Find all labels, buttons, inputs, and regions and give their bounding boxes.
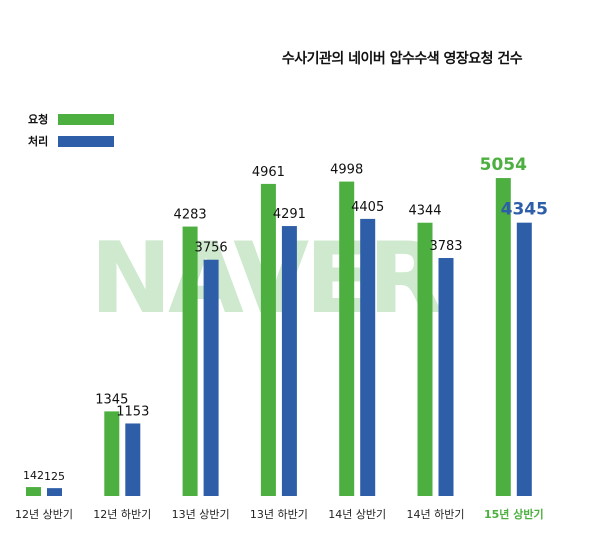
data-label-processed-2: 3756 [195,241,228,256]
x-tick-label-4: 14년 상반기 [328,508,386,521]
data-label-processed-5: 3783 [429,239,462,254]
data-label-request-1: 1345 [95,392,128,407]
x-tick-label-1: 12년 하반기 [93,507,151,521]
chart-legend: 요청 처리 [28,108,114,152]
bar-request-6 [495,178,511,497]
data-label-request-0: 142 [23,469,44,482]
legend-label-request: 요청 [28,113,49,126]
bar-request-5 [417,222,433,497]
legend-swatch-request [58,113,114,125]
legend-item-request: 요청 [28,108,114,130]
bar-processed-4 [360,218,376,497]
bar-request-0 [26,487,41,496]
bar-processed-0 [47,488,62,496]
data-label-request-2: 4283 [174,208,207,223]
data-label-request-6: 5054 [480,155,527,175]
data-label-processed-3: 4291 [273,207,306,222]
bar-processed-3 [281,226,297,496]
bar-request-1 [104,411,120,496]
bar-request-4 [339,181,355,496]
data-label-processed-1: 1153 [116,404,149,419]
legend-item-processed: 처리 [28,130,114,152]
chart-title: 수사기관의 네이버 압수수색 영장요청 건수 [281,51,523,67]
bar-processed-2 [203,259,219,496]
bar-processed-5 [438,258,454,496]
x-tick-label-3: 13년 하반기 [250,507,308,521]
data-label-processed-0: 125 [44,470,65,483]
x-tick-label-6: 15년 상반기 [484,507,544,521]
x-tick-label-2: 13년 상반기 [172,508,230,521]
legend-label-processed: 처리 [28,135,49,148]
x-tick-label-5: 14년 하반기 [407,507,465,521]
data-label-processed-6: 4345 [501,200,548,220]
data-label-request-5: 4344 [408,204,441,219]
bar-processed-6 [516,222,532,496]
data-label-request-3: 4961 [252,165,285,180]
bar-request-3 [260,183,276,496]
bar-processed-1 [125,423,141,496]
bar-request-2 [182,226,198,496]
legend-swatch-processed [58,135,114,147]
data-label-request-4: 4998 [330,163,363,178]
x-tick-label-0: 12년 상반기 [15,508,73,521]
data-label-processed-4: 4405 [351,200,384,215]
